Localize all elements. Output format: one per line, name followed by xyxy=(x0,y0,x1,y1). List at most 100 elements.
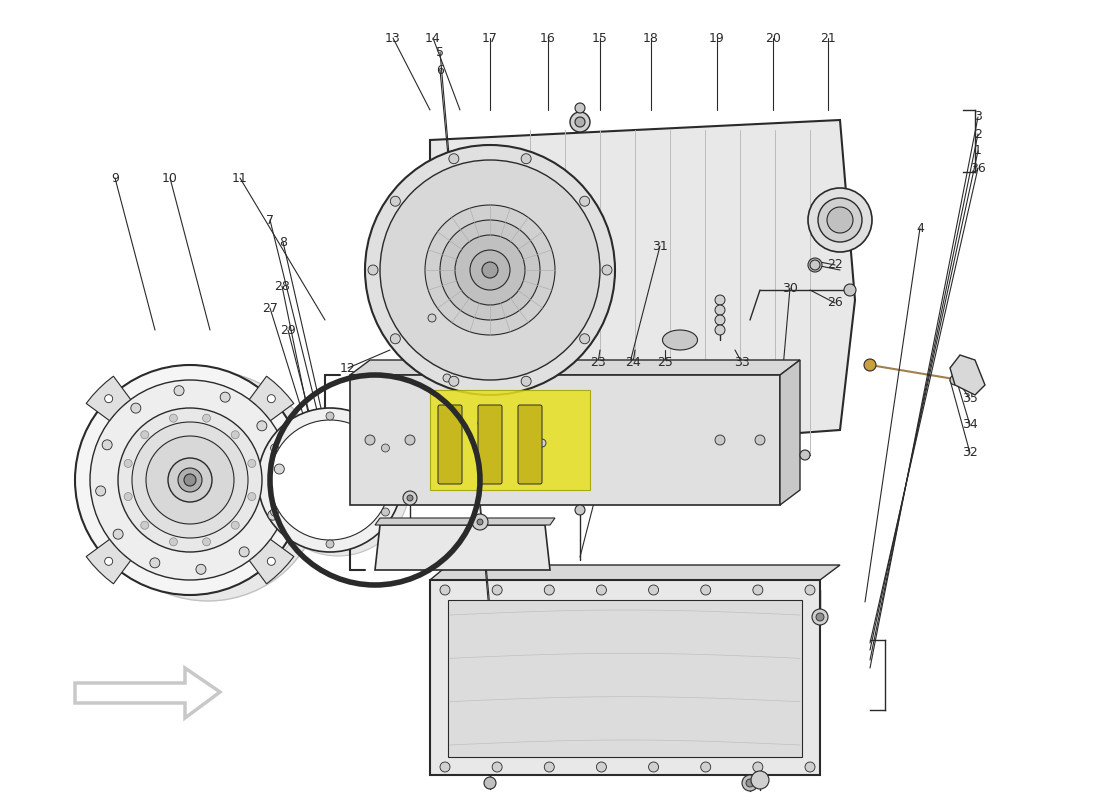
Circle shape xyxy=(575,117,585,127)
Circle shape xyxy=(538,439,546,447)
Circle shape xyxy=(443,374,451,382)
Circle shape xyxy=(94,371,323,601)
Circle shape xyxy=(270,420,390,540)
Text: 35: 35 xyxy=(962,393,978,406)
Text: 17: 17 xyxy=(482,31,498,45)
Circle shape xyxy=(239,547,250,557)
Polygon shape xyxy=(86,539,131,584)
Circle shape xyxy=(403,491,417,505)
Circle shape xyxy=(575,505,585,515)
Circle shape xyxy=(449,154,459,164)
Circle shape xyxy=(440,220,540,320)
Polygon shape xyxy=(86,376,131,421)
Circle shape xyxy=(521,376,531,386)
Circle shape xyxy=(827,207,853,233)
Circle shape xyxy=(746,779,754,787)
Circle shape xyxy=(132,422,248,538)
Polygon shape xyxy=(430,580,820,775)
Circle shape xyxy=(440,585,450,595)
Circle shape xyxy=(141,430,149,438)
Circle shape xyxy=(649,585,659,595)
Circle shape xyxy=(196,564,206,574)
Text: 7: 7 xyxy=(266,214,274,226)
Circle shape xyxy=(267,510,278,520)
Circle shape xyxy=(440,762,450,772)
FancyBboxPatch shape xyxy=(478,405,502,484)
Circle shape xyxy=(470,250,510,290)
Circle shape xyxy=(715,325,725,335)
Text: 11: 11 xyxy=(232,171,248,185)
Circle shape xyxy=(492,585,502,595)
Circle shape xyxy=(379,160,600,380)
Circle shape xyxy=(146,436,234,524)
Polygon shape xyxy=(250,539,294,584)
Text: 28: 28 xyxy=(274,279,290,293)
Circle shape xyxy=(808,258,822,272)
Circle shape xyxy=(472,514,488,530)
Polygon shape xyxy=(350,360,800,375)
Circle shape xyxy=(202,538,210,546)
Circle shape xyxy=(382,508,389,516)
Text: 18: 18 xyxy=(644,31,659,45)
Circle shape xyxy=(808,188,872,252)
Circle shape xyxy=(800,450,810,460)
FancyBboxPatch shape xyxy=(438,405,462,484)
FancyBboxPatch shape xyxy=(430,390,590,490)
Circle shape xyxy=(816,613,824,621)
Circle shape xyxy=(267,394,275,402)
Circle shape xyxy=(96,486,106,496)
Text: 25: 25 xyxy=(657,357,673,370)
Text: GS: GS xyxy=(640,331,794,429)
Circle shape xyxy=(365,145,615,395)
Text: 16: 16 xyxy=(540,31,556,45)
Circle shape xyxy=(104,394,112,402)
Circle shape xyxy=(184,474,196,486)
Circle shape xyxy=(113,529,123,539)
Text: 14: 14 xyxy=(425,31,441,45)
Polygon shape xyxy=(375,518,556,525)
Circle shape xyxy=(425,205,556,335)
Circle shape xyxy=(108,386,308,586)
Circle shape xyxy=(202,414,210,422)
Text: 13: 13 xyxy=(385,31,400,45)
Circle shape xyxy=(382,444,389,452)
Circle shape xyxy=(484,777,496,789)
Text: 5: 5 xyxy=(436,46,444,58)
Text: 24: 24 xyxy=(625,357,641,370)
Polygon shape xyxy=(448,600,802,757)
Circle shape xyxy=(326,412,334,420)
Circle shape xyxy=(755,435,764,445)
Circle shape xyxy=(178,468,202,492)
Circle shape xyxy=(596,762,606,772)
Text: 36: 36 xyxy=(970,162,986,174)
Text: 26: 26 xyxy=(827,297,843,310)
Circle shape xyxy=(455,235,525,305)
Polygon shape xyxy=(375,525,550,570)
Circle shape xyxy=(118,408,262,552)
Circle shape xyxy=(818,198,862,242)
Circle shape xyxy=(274,464,284,474)
Circle shape xyxy=(492,762,502,772)
Circle shape xyxy=(168,458,212,502)
Text: 15: 15 xyxy=(592,31,608,45)
Text: 30: 30 xyxy=(782,282,797,294)
Text: 4: 4 xyxy=(916,222,924,234)
Circle shape xyxy=(169,538,177,546)
Circle shape xyxy=(521,154,531,164)
Text: 33: 33 xyxy=(734,357,750,370)
Text: 20: 20 xyxy=(766,31,781,45)
Circle shape xyxy=(752,762,763,772)
Circle shape xyxy=(248,459,256,467)
Text: 3: 3 xyxy=(975,110,982,123)
Circle shape xyxy=(596,585,606,595)
Text: 27: 27 xyxy=(262,302,278,314)
Circle shape xyxy=(368,265,378,275)
Circle shape xyxy=(478,419,486,427)
Circle shape xyxy=(810,260,820,270)
Circle shape xyxy=(407,495,412,501)
Circle shape xyxy=(405,435,415,445)
Circle shape xyxy=(365,435,375,445)
Circle shape xyxy=(141,522,149,530)
Circle shape xyxy=(267,558,275,566)
Polygon shape xyxy=(430,565,840,580)
